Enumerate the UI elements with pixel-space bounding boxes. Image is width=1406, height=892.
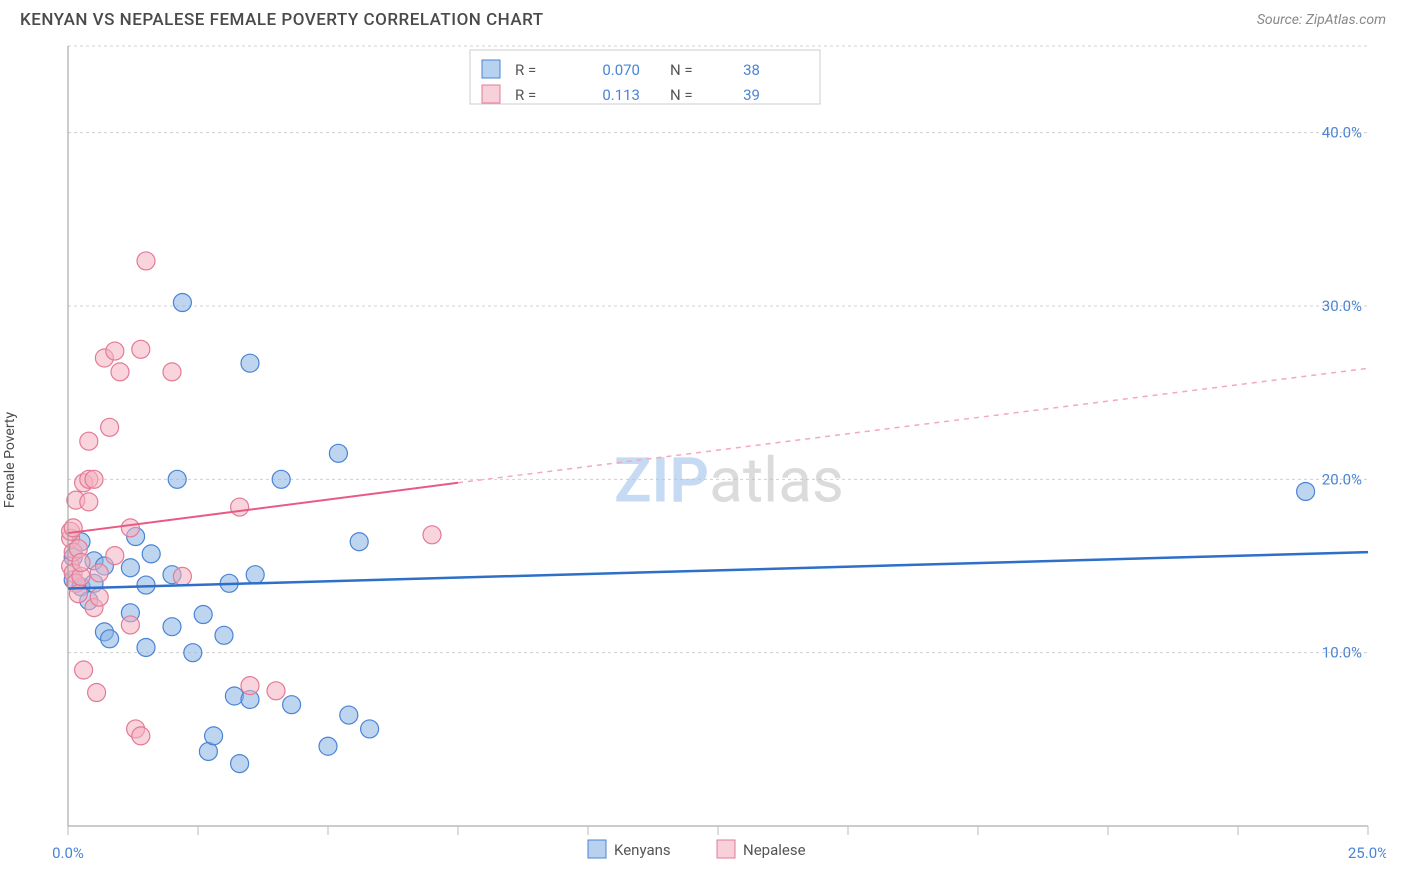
- data-point: [241, 677, 259, 695]
- x-tick-label: 0.0%: [52, 844, 84, 862]
- data-point: [72, 554, 90, 572]
- data-point: [101, 418, 119, 436]
- data-point: [184, 644, 202, 662]
- data-point: [142, 545, 160, 563]
- chart-header: KENYAN VS NEPALESE FEMALE POVERTY CORREL…: [0, 0, 1406, 36]
- data-point: [168, 470, 186, 488]
- data-point: [85, 470, 103, 488]
- data-point: [231, 498, 249, 516]
- data-point: [205, 727, 223, 745]
- data-point: [283, 696, 301, 714]
- data-point: [132, 340, 150, 358]
- data-point: [64, 519, 82, 537]
- legend-n-value: 39: [743, 86, 760, 104]
- data-point: [163, 618, 181, 636]
- scatter-chart: ZIPatlas 0.0% 25.0% 10.0% 20.0% 30.0% 40.0% R =…: [20, 36, 1386, 884]
- x-tick-label: 25.0%: [1348, 844, 1386, 862]
- data-point: [361, 720, 379, 738]
- data-point: [231, 755, 249, 773]
- chart-title: KENYAN VS NEPALESE FEMALE POVERTY CORREL…: [20, 10, 544, 30]
- legend-swatch: [482, 85, 500, 103]
- data-point: [241, 354, 259, 372]
- data-point: [80, 432, 98, 450]
- y-tick-label: 10.0%: [1322, 644, 1362, 662]
- legend-r-label: R =: [515, 86, 536, 104]
- legend-r-label: R =: [515, 61, 536, 79]
- data-point: [340, 706, 358, 724]
- data-point: [163, 363, 181, 381]
- data-point: [329, 444, 347, 462]
- data-point: [246, 566, 264, 584]
- data-point: [106, 547, 124, 565]
- data-point: [215, 626, 233, 644]
- chart-source: Source: ZipAtlas.com: [1257, 12, 1386, 28]
- legend-series-label: Nepalese: [743, 841, 806, 859]
- legend-series-label: Kenyans: [614, 841, 671, 859]
- legend-n-label: N =: [670, 86, 693, 104]
- chart-container: Female Poverty ZIPatlas0.0%25.0%10.0%20.…: [20, 36, 1386, 884]
- data-point: [90, 588, 108, 606]
- data-point: [423, 526, 441, 544]
- y-tick-label: 40.0%: [1322, 124, 1362, 142]
- trend-line-nepalese: [68, 483, 458, 533]
- data-point: [111, 363, 129, 381]
- data-point: [137, 638, 155, 656]
- data-point: [267, 682, 285, 700]
- data-point: [88, 684, 106, 702]
- data-point: [101, 630, 119, 648]
- data-point: [90, 564, 108, 582]
- trend-line-nepalese-extrapolated: [458, 368, 1368, 482]
- data-point: [80, 493, 98, 511]
- legend-n-value: 38: [743, 61, 760, 79]
- data-point: [121, 616, 139, 634]
- data-point: [132, 727, 150, 745]
- data-point: [173, 294, 191, 312]
- data-point: [137, 252, 155, 270]
- data-point: [75, 661, 93, 679]
- legend-n-label: N =: [670, 61, 693, 79]
- data-point: [319, 737, 337, 755]
- data-point: [272, 470, 290, 488]
- data-point: [121, 559, 139, 577]
- data-point: [1297, 482, 1315, 500]
- legend-r-value: 0.113: [602, 86, 640, 104]
- data-point: [350, 533, 368, 551]
- y-tick-label: 30.0%: [1322, 297, 1362, 315]
- svg-text:ZIPatlas: ZIPatlas: [614, 444, 844, 517]
- data-point: [225, 687, 243, 705]
- data-point: [121, 519, 139, 537]
- data-point: [173, 567, 191, 585]
- legend-r-value: 0.070: [602, 61, 640, 79]
- y-axis-label: Female Poverty: [2, 412, 18, 508]
- data-point: [194, 606, 212, 624]
- legend-swatch: [717, 840, 735, 858]
- data-point: [106, 342, 124, 360]
- y-tick-label: 20.0%: [1322, 470, 1362, 488]
- legend-swatch: [482, 60, 500, 78]
- legend-swatch: [588, 840, 606, 858]
